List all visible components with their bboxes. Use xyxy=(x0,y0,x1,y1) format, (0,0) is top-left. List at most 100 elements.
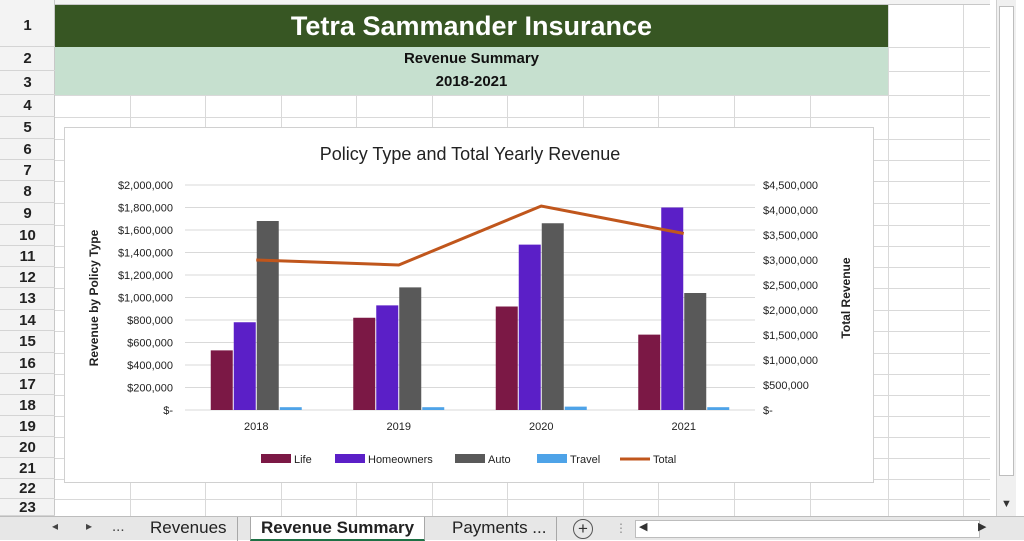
x-tick-label: 2018 xyxy=(244,421,268,433)
y2-tick-label: $3,500,000 xyxy=(763,230,818,242)
row-header[interactable]: 9 xyxy=(0,203,55,225)
y-tick-label: $400,000 xyxy=(127,360,173,372)
row-gridline xyxy=(55,499,990,500)
row-header[interactable]: 7 xyxy=(0,160,55,181)
bar-travel xyxy=(707,407,730,410)
vertical-scroll-thumb[interactable] xyxy=(999,6,1014,476)
row-gridline xyxy=(55,117,990,118)
row-headers: 1 2 3 4 5 6 7 8 9 10 11 12 13 14 15 16 17 18 19 20 21 22 23 xyxy=(0,0,55,516)
x-tick-label: 2019 xyxy=(387,421,411,433)
y-tick-label: $200,000 xyxy=(127,383,173,395)
row-header[interactable]: 22 xyxy=(0,479,55,499)
bar-life xyxy=(353,317,376,410)
bar-travel xyxy=(279,407,302,410)
legend-swatch xyxy=(537,454,567,463)
row-header[interactable]: 19 xyxy=(0,416,55,437)
revenue-chart[interactable]: Policy Type and Total Yearly Revenue $- $2… xyxy=(64,127,874,483)
bar-life xyxy=(638,334,661,410)
row-gridline xyxy=(55,95,990,96)
legend-swatch xyxy=(455,454,485,463)
tab-payments[interactable]: Payments ... xyxy=(442,517,558,541)
y-tick-label: $600,000 xyxy=(127,338,173,350)
bar-life xyxy=(210,350,233,410)
row-header[interactable]: 11 xyxy=(0,246,55,267)
horizontal-scrollbar[interactable] xyxy=(635,520,980,538)
legend-label: Total xyxy=(653,454,676,466)
sheet-title[interactable]: Tetra Sammander Insurance xyxy=(55,5,888,47)
bar-auto xyxy=(541,223,564,410)
row-header[interactable]: 3 xyxy=(0,71,55,95)
y2-tick-label: $4,500,000 xyxy=(763,180,818,192)
y2-tick-label: $3,000,000 xyxy=(763,255,818,267)
vertical-scrollbar[interactable]: ▼ xyxy=(996,0,1016,516)
scroll-right-icon[interactable]: ▶ xyxy=(978,521,987,533)
y-tick-label: $1,200,000 xyxy=(118,270,173,282)
total-line xyxy=(256,204,685,267)
row-header[interactable]: 13 xyxy=(0,288,55,310)
bar-homeowners xyxy=(376,305,399,410)
column-gridline xyxy=(888,5,889,516)
column-header-strip[interactable] xyxy=(55,0,990,5)
row-header[interactable]: 18 xyxy=(0,395,55,416)
row-header[interactable]: 6 xyxy=(0,139,55,160)
legend-swatch xyxy=(335,454,365,463)
y-tick-label: $- xyxy=(163,405,173,417)
bar-homeowners xyxy=(518,244,541,410)
legend-label: Homeowners xyxy=(368,454,433,466)
x-tick-label: 2021 xyxy=(672,421,696,433)
legend-label: Life xyxy=(294,454,312,466)
bar-travel xyxy=(564,406,587,410)
bar-auto xyxy=(684,293,707,410)
y2-tick-label: $1,500,000 xyxy=(763,330,818,342)
row-header[interactable]: 14 xyxy=(0,310,55,331)
y-tick-label: $1,000,000 xyxy=(118,293,173,305)
bar-auto xyxy=(256,221,279,410)
x-tick-label: 2020 xyxy=(529,421,553,433)
tab-prev-icon[interactable]: ◂ xyxy=(52,519,59,533)
row-header[interactable]: 4 xyxy=(0,95,55,117)
sheet-period: 2018-2021 xyxy=(435,73,508,90)
bar-travel xyxy=(422,407,445,410)
row-header[interactable]: 17 xyxy=(0,374,55,395)
y2-tick-label: $1,000,000 xyxy=(763,355,818,367)
y-tick-label: $1,600,000 xyxy=(118,225,173,237)
chart-canvas: Policy Type and Total Yearly Revenue $- $2… xyxy=(87,144,853,466)
tab-revenue-summary[interactable]: Revenue Summary xyxy=(250,517,426,541)
row-header[interactable]: 23 xyxy=(0,499,55,516)
legend-label: Travel xyxy=(570,454,600,466)
bar-life xyxy=(495,306,518,410)
y2-tick-label: $- xyxy=(763,405,773,417)
tab-split-handle-icon[interactable]: ⋮ xyxy=(615,521,627,535)
add-sheet-icon[interactable]: + xyxy=(573,519,593,539)
tab-next-icon[interactable]: ▸ xyxy=(86,519,93,533)
y2-tick-label: $2,500,000 xyxy=(763,280,818,292)
scroll-left-icon[interactable]: ◀ xyxy=(639,521,648,533)
legend-swatch xyxy=(261,454,291,463)
tab-more-button[interactable]: ... xyxy=(112,518,125,535)
sheet-subtitle-block[interactable]: Revenue Summary 2018-2021 xyxy=(55,47,888,95)
y2-tick-label: $4,000,000 xyxy=(763,205,818,217)
row-header[interactable]: 21 xyxy=(0,458,55,479)
tab-revenues[interactable]: Revenues xyxy=(140,517,238,541)
row-header[interactable]: 20 xyxy=(0,437,55,458)
y-tick-label: $2,000,000 xyxy=(118,180,173,192)
scroll-down-icon[interactable]: ▼ xyxy=(1001,498,1012,510)
y-tick-label: $800,000 xyxy=(127,315,173,327)
row-header[interactable]: 5 xyxy=(0,117,55,139)
row-header[interactable]: 12 xyxy=(0,267,55,288)
y2-axis-label: Total Revenue xyxy=(839,257,853,338)
sheet-tab-bar: ◂ ▸ ... Revenues Revenue Summary Payment… xyxy=(0,516,1024,541)
y2-tick-label: $2,000,000 xyxy=(763,305,818,317)
row-header[interactable]: 15 xyxy=(0,331,55,353)
row-header[interactable]: 1 xyxy=(0,5,55,47)
y-axis-label: Revenue by Policy Type xyxy=(87,229,101,366)
row-header[interactable]: 16 xyxy=(0,353,55,374)
bar-homeowners xyxy=(233,322,256,410)
row-header[interactable]: 10 xyxy=(0,225,55,246)
row-header[interactable]: 2 xyxy=(0,47,55,71)
bar-auto xyxy=(399,287,422,410)
y2-tick-label: $500,000 xyxy=(763,380,809,392)
row-header[interactable]: 8 xyxy=(0,181,55,203)
bar-homeowners xyxy=(661,207,684,410)
